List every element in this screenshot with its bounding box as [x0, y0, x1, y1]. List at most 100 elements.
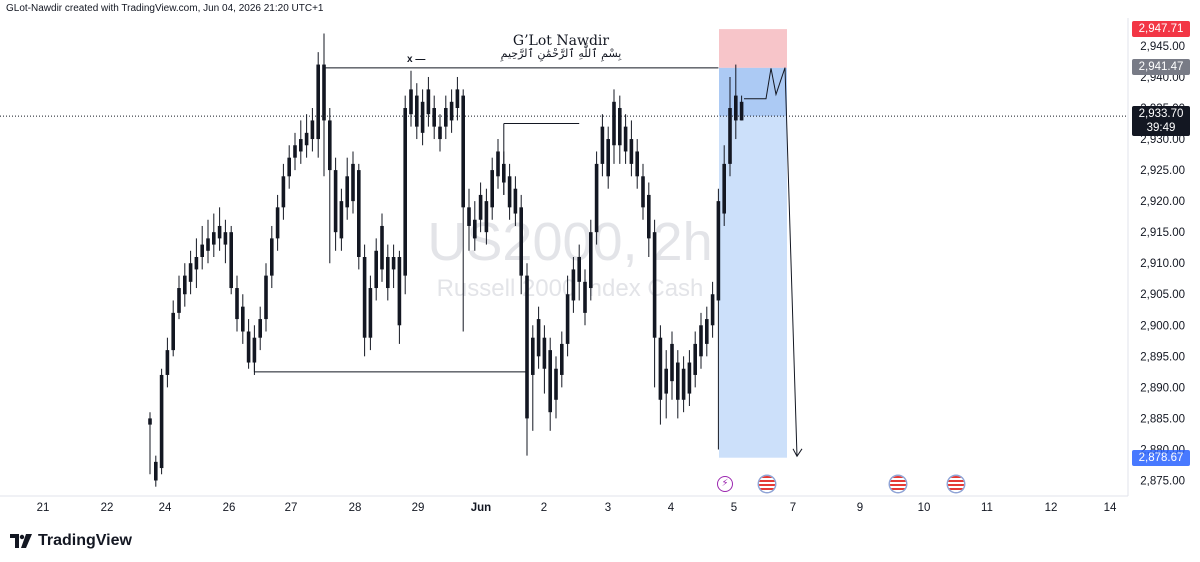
- time-tick-label: 5: [731, 502, 737, 514]
- candle-body: [623, 126, 628, 152]
- candle-body: [449, 101, 454, 121]
- candle-body: [577, 257, 581, 282]
- current-price-value: 2,933.70: [1138, 108, 1184, 120]
- candle-body: [212, 232, 216, 245]
- candle-body: [206, 238, 210, 251]
- candle-body: [560, 343, 564, 375]
- candle-body: [664, 368, 668, 394]
- chart-credit: GLot-Nawdir created with TradingView.com…: [6, 3, 324, 14]
- candle-body: [252, 337, 257, 363]
- time-tick-label: 21: [37, 502, 50, 514]
- candle-body: [258, 319, 262, 338]
- time-tick-label: 24: [159, 502, 172, 514]
- candle-body: [154, 461, 158, 481]
- candle-body: [519, 207, 523, 276]
- candle-body: [432, 108, 436, 127]
- entry-price-label: 2,941.47: [1132, 59, 1190, 75]
- candle-body: [403, 108, 407, 276]
- candle-body: [357, 170, 361, 257]
- us-flag-icon[interactable]: [759, 476, 775, 492]
- candle-body: [368, 288, 373, 338]
- candle-body: [531, 337, 535, 375]
- chart-canvas[interactable]: US2000, 2h Russell 2000 Index Cash G’Lot…: [0, 0, 1200, 522]
- time-tick-label: 3: [605, 502, 611, 514]
- basmala-annotation: بِسْمِ ٱللَّٰهِ ٱلرَّحْمَٰنِ ٱلرَّحِيمِ: [500, 43, 622, 63]
- candle-body: [600, 126, 605, 164]
- candle-body: [281, 176, 286, 208]
- candle-body: [345, 176, 349, 208]
- candle-body: [293, 145, 297, 158]
- time-tick-label: Jun: [471, 502, 491, 514]
- candle-body: [426, 89, 431, 115]
- candle-body: [241, 306, 245, 332]
- candle-body: [455, 89, 460, 109]
- price-tick-label: 2,945.00: [1140, 41, 1185, 53]
- time-tick-label: 2: [541, 502, 547, 514]
- time-tick-label: 12: [1045, 502, 1058, 514]
- candle-body: [490, 170, 494, 208]
- candle-body: [200, 244, 204, 257]
- lightning-event-icon[interactable]: ⚡: [717, 476, 733, 492]
- candle-body: [148, 418, 152, 425]
- time-tick-label: 26: [223, 502, 236, 514]
- candle-body: [484, 201, 489, 233]
- candle-body: [629, 139, 634, 164]
- price-tick-label: 2,920.00: [1140, 196, 1185, 208]
- candle-body: [496, 151, 500, 177]
- watermark-name: Russell 2000 Index Cash: [437, 275, 704, 302]
- price-tick-label: 2,915.00: [1140, 227, 1185, 239]
- price-tick-label: 2,910.00: [1140, 258, 1185, 270]
- time-tick-label: 22: [101, 502, 114, 514]
- candle-body: [339, 201, 344, 239]
- forecast-arrowhead: [792, 448, 803, 458]
- candle-body: [287, 157, 291, 177]
- candle-body: [264, 275, 268, 320]
- current-price-label: 2,933.70 39:49: [1132, 106, 1190, 136]
- price-tick-label: 2,890.00: [1140, 382, 1185, 394]
- candle-body: [235, 288, 239, 320]
- candle-body: [705, 319, 709, 344]
- candle-body: [641, 176, 645, 208]
- us-flag-icon[interactable]: [890, 476, 906, 492]
- time-axis: 21 22 24 26 27 28 29 Jun 2 3 4 5 7 9 10 11 12 14: [37, 502, 1117, 514]
- time-tick-label: 29: [412, 502, 425, 514]
- candle-body: [565, 294, 570, 344]
- candle-body: [658, 337, 663, 400]
- price-tick-label: 2,895.00: [1140, 351, 1185, 363]
- time-tick-label: 14: [1104, 502, 1117, 514]
- candle-body: [229, 232, 233, 289]
- candle-body: [438, 126, 442, 140]
- candle-body: [670, 343, 674, 382]
- tradingview-brand-text: TradingView: [38, 532, 132, 549]
- candle-body: [710, 294, 715, 326]
- candle-body: [676, 362, 680, 400]
- candle-body: [299, 139, 303, 152]
- candle-body: [275, 207, 280, 239]
- forecast-line: [744, 67, 798, 457]
- us-flag-icon[interactable]: [948, 476, 964, 492]
- time-tick-label: 28: [349, 502, 362, 514]
- candle-body: [728, 108, 732, 164]
- candle-body: [194, 257, 199, 270]
- candle-body: [362, 257, 367, 338]
- time-tick-label: 4: [668, 502, 675, 514]
- candle-body: [507, 176, 512, 208]
- candle-body: [420, 101, 425, 133]
- target-price-label: 2,878.67: [1132, 450, 1190, 466]
- bar-countdown: 39:49: [1146, 122, 1176, 134]
- candle-body: [374, 250, 378, 289]
- candle-body: [409, 89, 413, 115]
- footer: TradingView: [0, 522, 1200, 562]
- candle-body: [513, 188, 518, 214]
- candle-body: [391, 257, 396, 270]
- candle-body: [734, 95, 738, 121]
- tradingview-logo[interactable]: TradingView: [10, 532, 132, 550]
- take-profit-zone: [719, 116, 787, 458]
- stop-loss-zone: [719, 29, 787, 68]
- candle-body: [351, 163, 355, 202]
- candle-body: [461, 95, 465, 208]
- candle-body: [652, 232, 657, 338]
- candle-body: [681, 368, 686, 400]
- candle-body: [183, 275, 187, 295]
- candle-body: [548, 350, 552, 413]
